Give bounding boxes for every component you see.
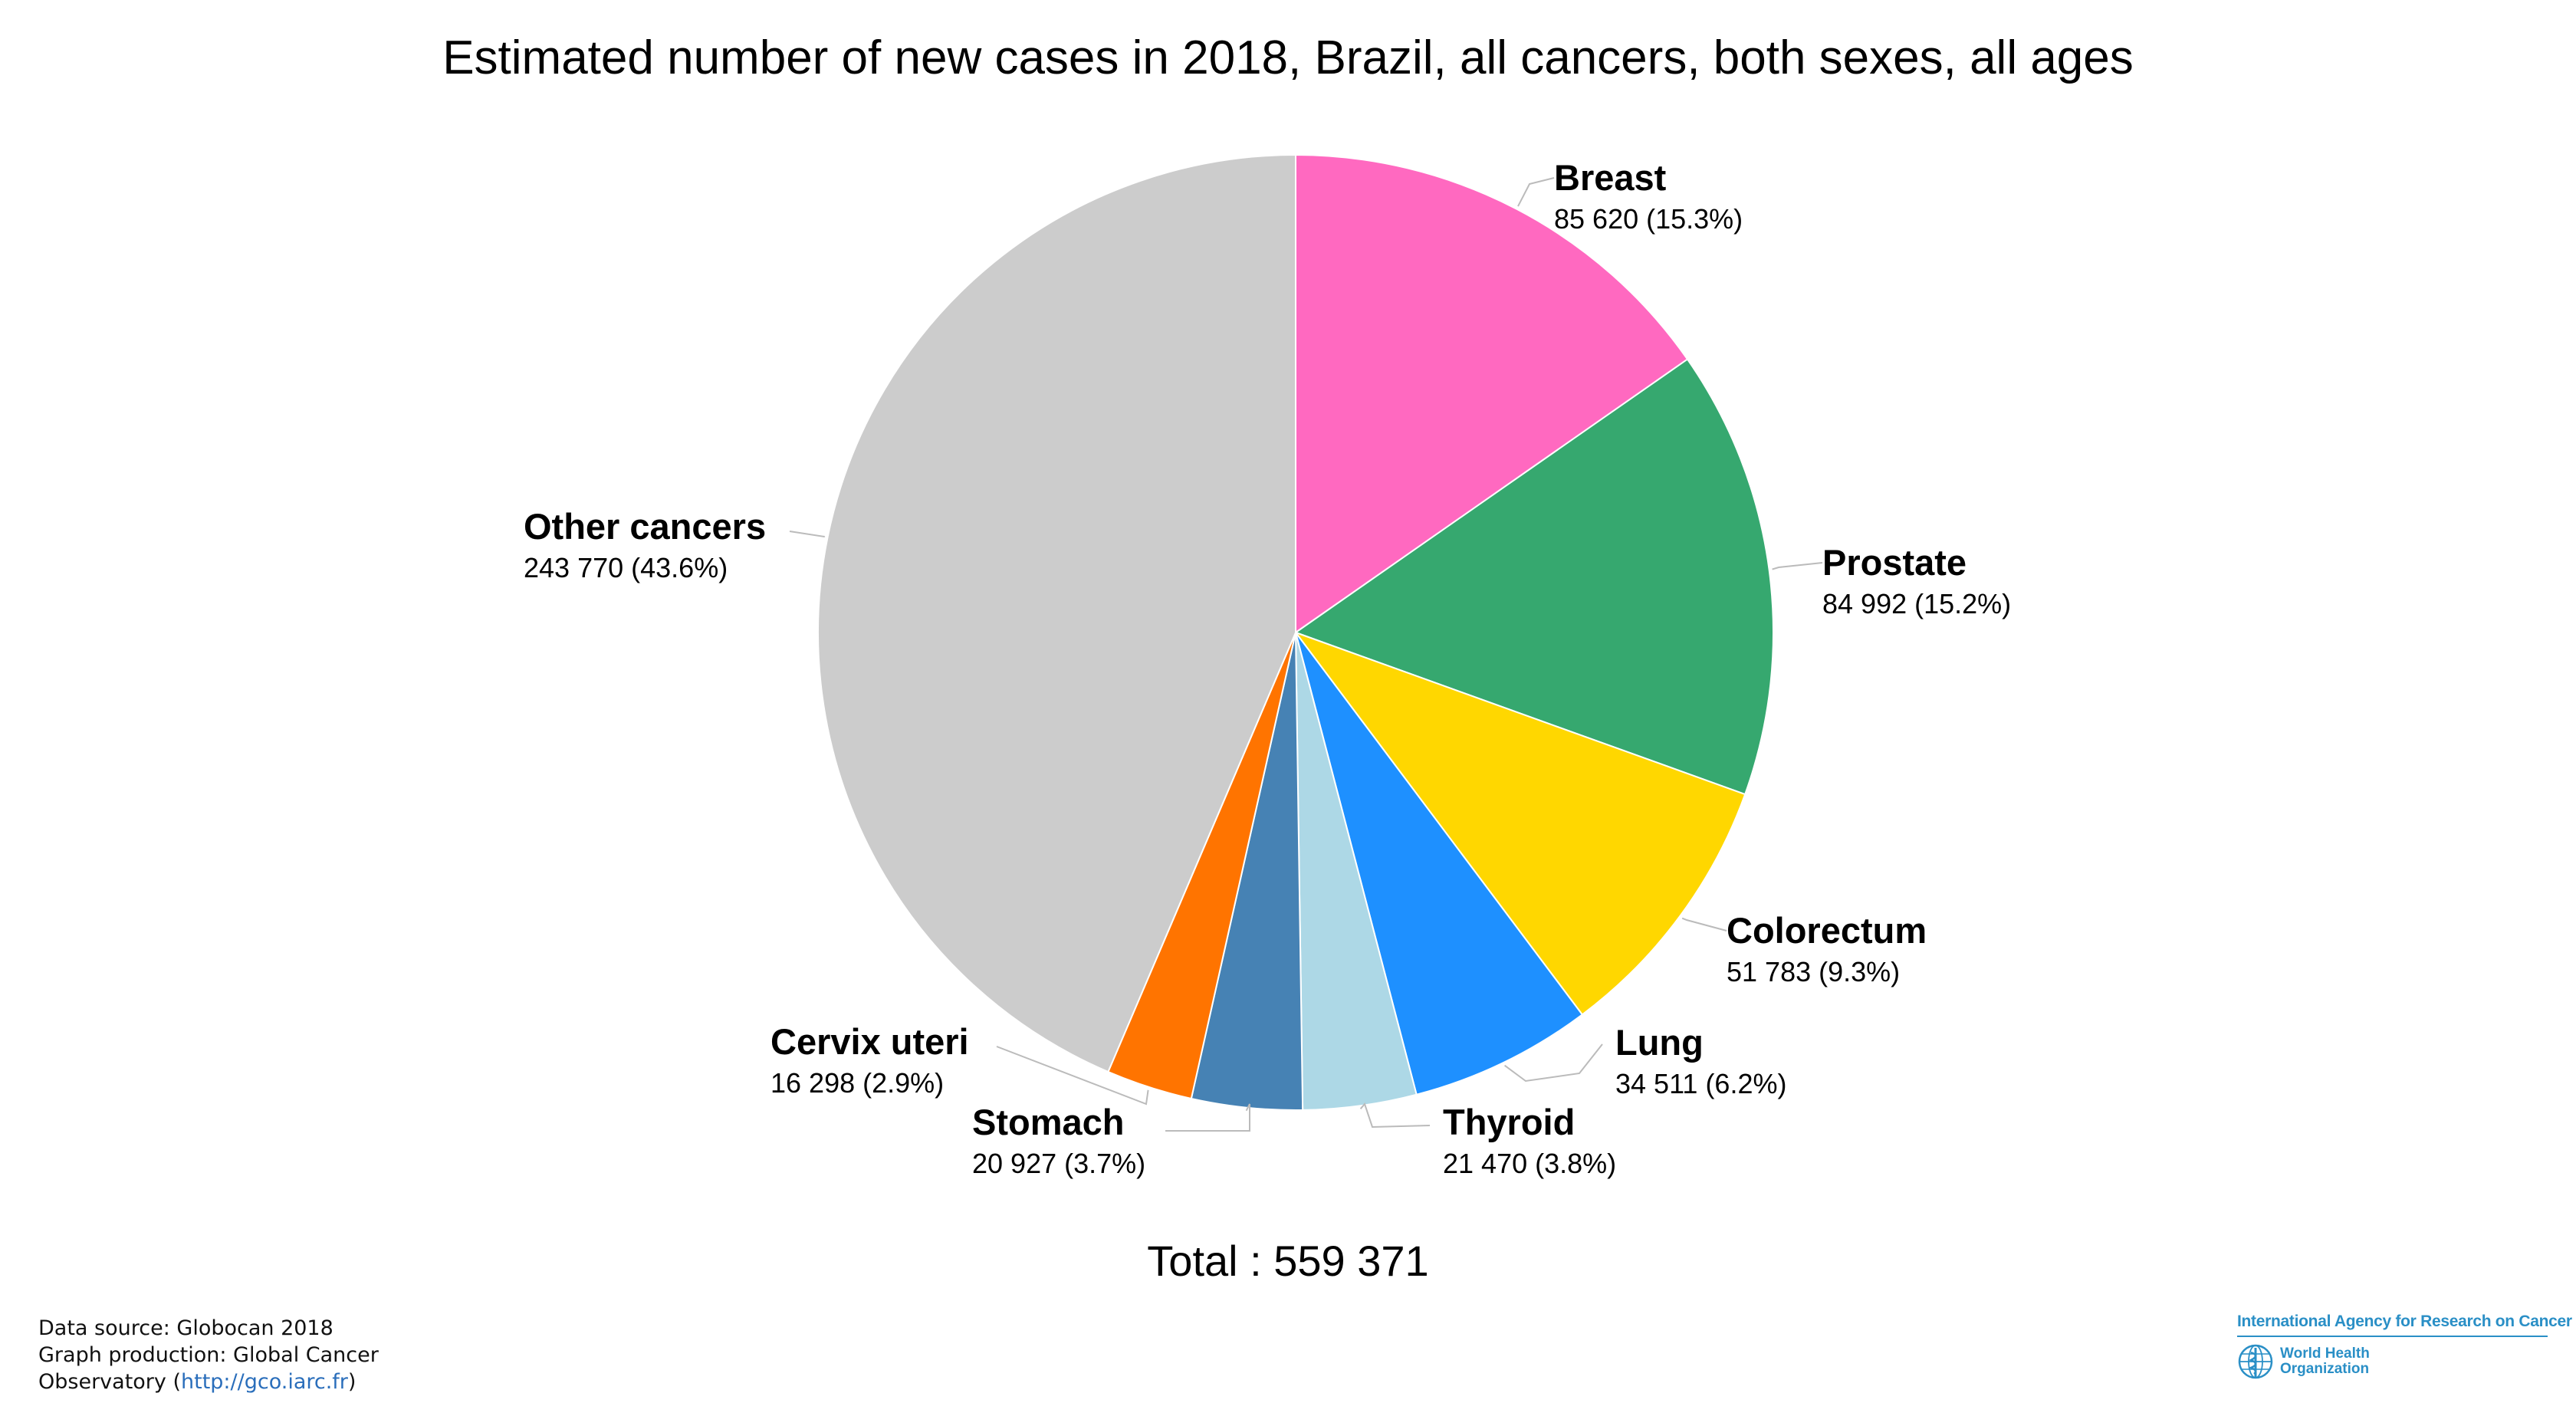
pie-slice-other-cancers [817,153,1296,1073]
leader-line [1517,177,1555,207]
logo-divider [2237,1336,2548,1337]
leader-line [996,1046,1149,1106]
slice-label-value: 85 620 (15.3%) [1554,203,1743,235]
leader-line [1772,562,1823,570]
slice-label-name: Thyroid [1443,1102,1575,1142]
leader-line [1359,1102,1431,1129]
footer-line-source: Data source: Globocan 2018 [38,1316,334,1340]
slice-label-value: 243 770 (43.6%) [524,552,728,583]
slice-label-value: 34 511 (6.2%) [1615,1068,1786,1099]
iarc-who-logo: International Agency for Research on Can… [2237,1313,2572,1380]
slice-label-value: 51 783 (9.3%) [1727,956,1900,987]
slice-label-name: Breast [1554,157,1667,198]
footer-line-observatory: Observatory (http://gco.iarc.fr) [38,1368,379,1395]
pie-slice-colorectum [1293,630,1746,1016]
slice-label-name: Colorectum [1727,910,1927,951]
who-name-line2: Organization [2280,1361,2370,1377]
leader-line [1165,1103,1250,1132]
slice-label-value: 16 298 (2.9%) [770,1067,944,1099]
slice-label-name: Stomach [972,1102,1125,1142]
gco-link[interactable]: http://gco.iarc.fr [181,1370,348,1394]
footer-prefix: Observatory ( [38,1370,181,1394]
who-logo: World Health Organization [2237,1343,2551,1380]
footer-suffix: ) [347,1370,356,1394]
slice-label-value: 21 470 (3.8%) [1443,1148,1616,1179]
leader-line [789,531,826,538]
pie-slice-prostate [1293,358,1774,796]
chart-total: Total : 559 371 [1147,1237,1429,1285]
slice-label-value: 84 992 (15.2%) [1822,588,2011,619]
who-name: World Health Organization [2280,1346,2395,1377]
slice-label-name: Prostate [1822,542,1967,583]
pie-slice-breast [1295,153,1689,634]
who-emblem-icon [2238,1344,2273,1379]
leader-line [1681,917,1727,932]
slice-label-name: Lung [1615,1022,1704,1063]
data-source-footer: Data source: Globocan 2018 Graph product… [38,1315,379,1395]
slice-label-name: Other cancers [524,506,766,547]
slice-label-name: Cervix uteri [770,1021,969,1062]
iarc-name: International Agency for Research on Can… [2237,1313,2572,1330]
slice-label-value: 20 927 (3.7%) [972,1148,1145,1179]
who-name-line1: World Health [2280,1346,2370,1362]
leader-line [1504,1043,1603,1083]
pie-slice-lung [1295,632,1584,1096]
footer-line-production: Graph production: Global Cancer [38,1343,379,1367]
chart-title: Estimated number of new cases in 2018, B… [442,31,2134,84]
